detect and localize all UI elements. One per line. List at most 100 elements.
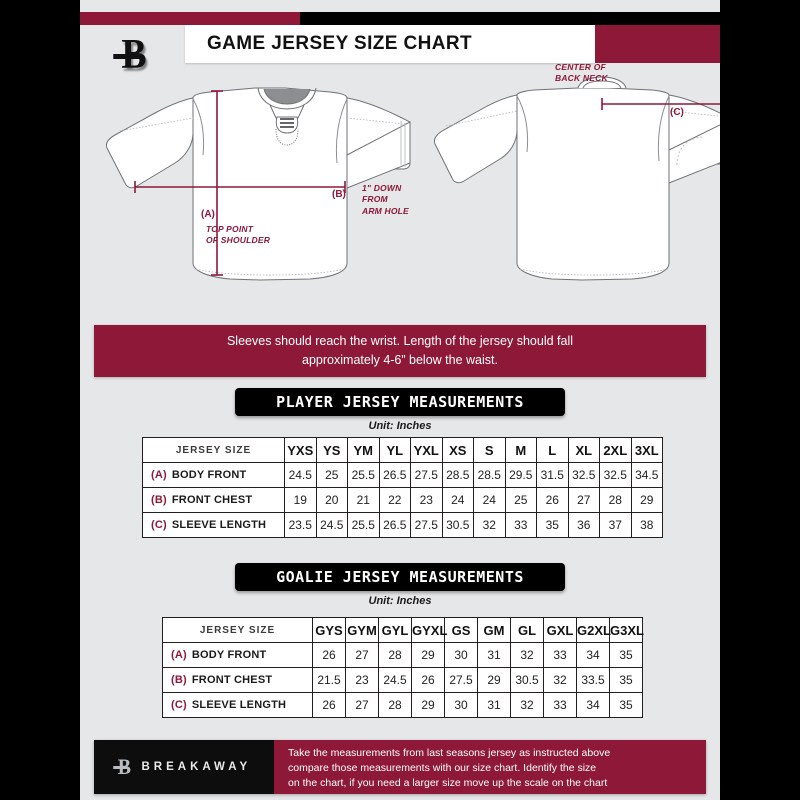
goalie-cell: 32 xyxy=(510,692,544,718)
goalie-cell: 33 xyxy=(543,692,577,718)
player-size-header-xl: XL xyxy=(567,437,600,463)
goalie-row-name: SLEEVE LENGTH xyxy=(191,699,287,711)
player-section-title: PLAYER JERSEY MEASUREMENTS xyxy=(235,388,565,416)
player-table-row: (A) BODY FRONT 24.5 25 25.5 26.5 27.5 28.5 28.5 2… xyxy=(142,462,663,488)
goalie-size-header-g3xl: G3XL xyxy=(609,617,644,643)
player-cell: 22 xyxy=(378,487,411,513)
player-cell: 27.5 xyxy=(410,462,443,488)
caption-b-line3: ARM HOLE xyxy=(362,205,409,216)
goalie-cell: 29 xyxy=(411,692,445,718)
goalie-measurements-table: JERSEY SIZE GYS GYM GYL GYXL GS GM GL GXL G2XL G3… xyxy=(162,617,644,718)
player-cell: 27 xyxy=(567,487,600,513)
player-cell: 35 xyxy=(536,512,569,538)
player-cell: 32.5 xyxy=(567,462,600,488)
player-cell: 28.5 xyxy=(441,462,474,488)
player-cell: 25.5 xyxy=(347,462,380,488)
back-armhole xyxy=(657,95,670,162)
player-row-label: (A) BODY FRONT xyxy=(142,462,285,488)
label-c: (C) xyxy=(670,107,684,118)
goalie-cell: 21.5 xyxy=(312,667,346,693)
goalie-cell: 27 xyxy=(345,692,379,718)
player-cell: 26 xyxy=(536,487,569,513)
goalie-row-name: BODY FRONT xyxy=(191,649,267,661)
back-elbow-detail xyxy=(676,136,705,166)
goalie-cell: 28 xyxy=(378,642,412,668)
front-jersey-illustration xyxy=(105,87,411,281)
logo-bar-icon xyxy=(113,54,141,59)
player-table-body: (A) BODY FRONT 24.5 25 25.5 26.5 27.5 28.5 28.5 2… xyxy=(142,462,663,538)
goalie-row-label: (A) BODY FRONT xyxy=(162,642,313,668)
jersey-illustrations-svg xyxy=(105,76,720,281)
player-cell: 26.5 xyxy=(378,512,411,538)
footer-text-line1: Take the measurements from last seasons … xyxy=(288,747,611,759)
caption-b-line1: 1" DOWN xyxy=(362,183,402,193)
back-collar xyxy=(577,76,627,89)
front-cuff xyxy=(400,121,406,167)
player-row-tag: (B) xyxy=(151,494,167,506)
goalie-table-body: (A) BODY FRONT 26 27 28 29 30 31 32 33 34 35 (B) FRON… xyxy=(162,642,643,718)
title-box: GAME JERSEY SIZE CHART xyxy=(185,25,595,63)
caption-a-line1: TOP POINT xyxy=(206,224,254,234)
player-cell: 28.5 xyxy=(473,462,506,488)
caption-a-line2: OF SHOULDER xyxy=(206,235,271,246)
front-armhole xyxy=(335,98,348,164)
goalie-cell: 30 xyxy=(444,692,478,718)
player-cell: 26.5 xyxy=(378,462,411,488)
back-jersey-illustration xyxy=(433,87,720,281)
player-size-header-ys: YS xyxy=(315,437,348,463)
player-unit-label: Unit: Inches xyxy=(368,420,432,432)
goalie-section-title-text: GOALIE JERSEY MEASUREMENTS xyxy=(276,568,524,586)
player-row-label: (C) SLEEVE LENGTH xyxy=(142,512,285,538)
goalie-row-tag: (B) xyxy=(171,674,187,686)
goalie-cell: 31 xyxy=(477,692,511,718)
goalie-cell: 30 xyxy=(444,642,478,668)
goalie-size-header-g2xl: G2XL xyxy=(576,617,611,643)
jersey-diagrams: (A) TOP POINT OF SHOULDER (B) 1" DOWN FR… xyxy=(80,62,720,313)
goalie-size-header-gl: GL xyxy=(510,617,544,643)
top-strip-maroon xyxy=(80,12,300,25)
player-cell: 31.5 xyxy=(536,462,569,488)
player-size-header-yl: YL xyxy=(378,437,411,463)
goalie-cell: 30.5 xyxy=(510,667,544,693)
goalie-size-header-gs: GS xyxy=(444,617,478,643)
player-cell: 34.5 xyxy=(630,462,663,488)
player-cell: 33 xyxy=(504,512,537,538)
goalie-table-row: (B) FRONT CHEST 21.5 23 24.5 26 27.5 29 30.5 32 33… xyxy=(162,667,643,693)
goalie-section-title: GOALIE JERSEY MEASUREMENTS xyxy=(235,563,565,591)
player-cell: 24.5 xyxy=(315,512,348,538)
player-size-header-3xl: 3XL xyxy=(630,437,663,463)
footer-brand-name: BREAKAWAY xyxy=(141,761,252,773)
header-accent-block xyxy=(595,25,720,63)
goalie-size-header-gm: GM xyxy=(477,617,511,643)
goalie-cell: 26 xyxy=(411,667,445,693)
player-size-header-yxs: YXS xyxy=(284,437,317,463)
player-cell: 32 xyxy=(473,512,506,538)
goalie-cell: 35 xyxy=(609,642,643,668)
player-cell: 25.5 xyxy=(347,512,380,538)
footer-text-line2: compare those measurements with our size… xyxy=(288,762,597,775)
goalie-cell: 23 xyxy=(345,667,379,693)
goalie-size-header-gys: GYS xyxy=(312,617,346,643)
footer: B BREAKAWAY Take the measurements from l… xyxy=(94,740,706,794)
goalie-row-tag: (A) xyxy=(171,649,187,661)
goalie-row-name: FRONT CHEST xyxy=(191,674,273,686)
player-cell: 37 xyxy=(599,512,632,538)
caption-a: TOP POINT OF SHOULDER xyxy=(206,224,270,247)
caption-b-line2: FROM xyxy=(362,194,388,205)
brand-logo: B xyxy=(94,25,174,85)
goalie-cell: 27.5 xyxy=(444,667,478,693)
player-cell: 36 xyxy=(567,512,600,538)
goalie-cell: 28 xyxy=(378,692,412,718)
goalie-size-header-gym: GYM xyxy=(345,617,379,643)
note-banner: Sleeves should reach the wrist. Length o… xyxy=(94,325,706,377)
goalie-row-label: (B) FRONT CHEST xyxy=(162,667,313,693)
goalie-row-tag: (C) xyxy=(171,699,187,711)
goalie-cell: 26 xyxy=(312,692,346,718)
label-b: (B) xyxy=(332,189,346,200)
player-cell: 32.5 xyxy=(599,462,632,488)
goalie-header-jersey-size: JERSEY SIZE xyxy=(162,617,313,643)
footer-logo-bar-icon xyxy=(113,766,128,769)
player-cell: 29 xyxy=(630,487,663,513)
player-cell: 25 xyxy=(315,462,348,488)
player-section-title-text: PLAYER JERSEY MEASUREMENTS xyxy=(276,393,524,411)
